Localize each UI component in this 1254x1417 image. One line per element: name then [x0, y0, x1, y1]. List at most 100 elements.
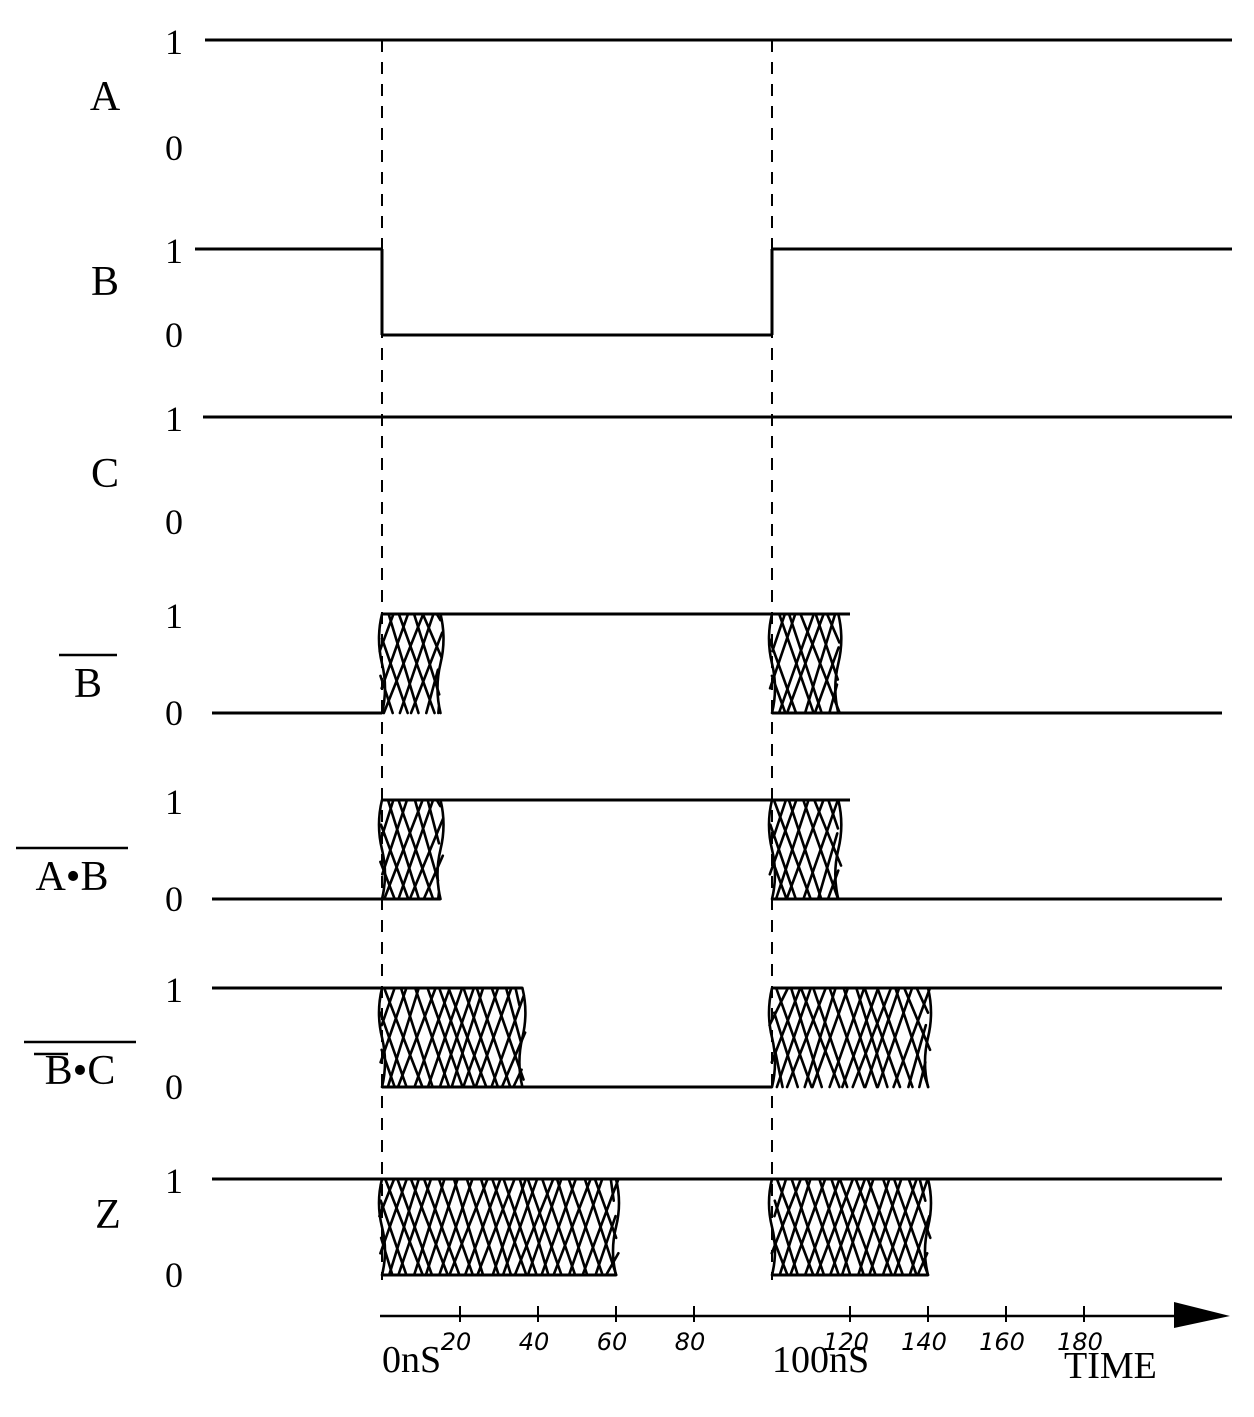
hatch-stroke [583, 1177, 618, 1277]
hatch-edge [767, 986, 777, 1089]
hatch-stroke [593, 1177, 618, 1240]
hatch-stroke [787, 798, 823, 901]
level-high-label: 1 [165, 596, 183, 636]
hatch-stroke [490, 994, 526, 1089]
hatch-stroke [915, 986, 930, 1015]
hatch-stroke [422, 854, 445, 901]
hatch-stroke [413, 986, 451, 1089]
hatch-stroke [462, 986, 500, 1089]
signal-row-c: C 1 0 [91, 399, 1232, 542]
handwritten-tick-label: 160 [979, 1328, 1025, 1356]
hatch-stroke [424, 668, 440, 715]
signal-name: Z [95, 1192, 121, 1238]
unknown-state-hatch [377, 612, 445, 715]
level-high-label: 1 [165, 970, 183, 1010]
level-high-label: 1 [165, 22, 183, 62]
hatch-stroke [838, 1177, 877, 1277]
hatch-stroke [465, 1177, 501, 1277]
level-low-label: 0 [165, 693, 183, 733]
hatch-stroke [804, 1177, 841, 1277]
hatch-stroke [863, 986, 902, 1089]
hatch-stroke [422, 1177, 461, 1277]
hatch-edge [767, 798, 777, 901]
hatch-stroke [555, 1177, 589, 1277]
signal-row-b: B 1 0 [91, 231, 1232, 355]
signal-name: A•B [35, 854, 108, 900]
hatch-stroke [435, 798, 442, 808]
signal-row-b_bar: B 1 0 [59, 596, 1222, 733]
hatch-stroke [774, 986, 813, 1089]
handwritten-tick-label: 80 [675, 1328, 706, 1356]
hatch-stroke [825, 612, 841, 644]
level-low-label: 0 [165, 315, 183, 355]
hatch-edge [377, 612, 387, 715]
level-low-label: 0 [165, 128, 183, 168]
handwritten-tick-label: 20 [441, 1328, 472, 1356]
time-axis: 0nS 100nS 20 40 60 80 120 140 160 180 TIME [380, 1302, 1230, 1387]
hatch-edge [923, 1177, 933, 1277]
hatch-stroke [918, 1177, 927, 1203]
hatch-stroke [830, 1177, 866, 1277]
hatch-edge [611, 1177, 621, 1277]
hatch-stroke [775, 1177, 815, 1277]
hatch-stroke [382, 986, 424, 1089]
hatch-edge [436, 798, 445, 901]
hatch-stroke [526, 1177, 563, 1277]
hatch-stroke [876, 986, 914, 1089]
hatch-stroke [421, 612, 443, 659]
handwritten-tick-label: 120 [823, 1328, 869, 1356]
hatch-stroke [827, 798, 840, 830]
hatch-edge [518, 986, 527, 1089]
handwritten-tick-label: 140 [901, 1328, 947, 1356]
unknown-state-hatch [767, 798, 843, 901]
signal-name: B [91, 259, 119, 305]
hatch-stroke [813, 646, 840, 715]
hatch-stroke [790, 1177, 826, 1277]
unknown-state-hatch [377, 986, 527, 1089]
unknown-state-hatch [377, 1177, 621, 1277]
hatch-stroke [777, 612, 815, 715]
time-axis-arrow-icon [1174, 1302, 1230, 1328]
unknown-state-hatch [377, 798, 445, 901]
hatch-stroke [604, 1251, 620, 1277]
time-label: 100nS [772, 1339, 869, 1381]
hatch-stroke [799, 986, 841, 1089]
hatch-edge [834, 798, 843, 901]
hatch-edge [834, 612, 843, 715]
hatch-stroke [413, 798, 440, 882]
hatch-stroke [567, 1177, 604, 1277]
hatch-stroke [447, 986, 488, 1089]
hatch-stroke [408, 817, 445, 901]
signal-row-a: A 1 0 [90, 22, 1232, 168]
unknown-state-hatch [767, 612, 843, 715]
hatch-stroke [518, 1177, 550, 1277]
hatch-stroke [399, 986, 434, 1089]
hatch-stroke [387, 612, 420, 715]
hatch-stroke [479, 1177, 513, 1277]
hatch-stroke [811, 986, 849, 1089]
signal-rows: A 1 0 B 1 0 C 1 0 B 1 0 A•B 1 0 B•C 1 0 Z 1 0 [16, 22, 1232, 1295]
level-low-label: 0 [165, 1255, 183, 1295]
time-axis-title: TIME [1064, 1345, 1157, 1387]
hatch-stroke [881, 1177, 918, 1277]
hatch-stroke [768, 986, 790, 1027]
hatch-stroke [475, 986, 512, 1089]
hatch-stroke [902, 986, 932, 1052]
signal-row-a_dot_b_bar: A•B 1 0 [16, 782, 1222, 919]
hatch-stroke [814, 612, 840, 681]
hatch-stroke [426, 798, 441, 845]
hatch-stroke [396, 1177, 434, 1277]
level-low-label: 0 [165, 879, 183, 919]
hatch-stroke [866, 1177, 905, 1277]
hatch-stroke [379, 860, 396, 901]
signal-name: C [91, 451, 119, 497]
hatch-stroke [378, 1177, 396, 1218]
hatch-stroke [609, 1177, 616, 1203]
hatch-stroke [801, 798, 840, 901]
level-high-label: 1 [165, 399, 183, 439]
hatch-edge [767, 612, 777, 715]
hatch-edge [767, 1177, 777, 1277]
time-axis-ticks: 0nS 100nS 20 40 60 80 120 140 160 180 [382, 1306, 1103, 1381]
hatch-edge [377, 1177, 387, 1277]
signal-row-z: Z 1 0 [95, 1161, 1222, 1295]
